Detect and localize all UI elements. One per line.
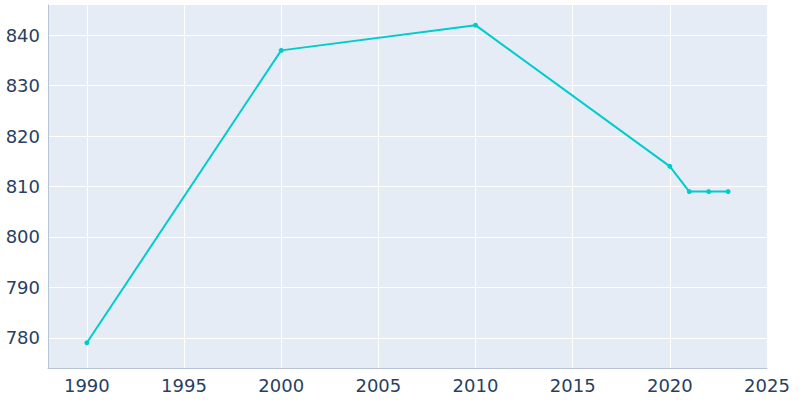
- svg-text:780: 780: [6, 327, 40, 348]
- svg-text:2015: 2015: [550, 375, 596, 396]
- svg-text:2005: 2005: [355, 375, 401, 396]
- svg-text:2010: 2010: [453, 375, 499, 396]
- svg-text:1990: 1990: [64, 375, 110, 396]
- svg-text:1995: 1995: [161, 375, 207, 396]
- svg-text:810: 810: [6, 176, 40, 197]
- svg-text:820: 820: [6, 126, 40, 147]
- svg-text:840: 840: [6, 25, 40, 46]
- svg-text:790: 790: [6, 277, 40, 298]
- svg-text:830: 830: [6, 75, 40, 96]
- svg-text:2025: 2025: [744, 375, 790, 396]
- svg-text:800: 800: [6, 226, 40, 247]
- svg-text:2020: 2020: [647, 375, 693, 396]
- svg-text:2000: 2000: [258, 375, 304, 396]
